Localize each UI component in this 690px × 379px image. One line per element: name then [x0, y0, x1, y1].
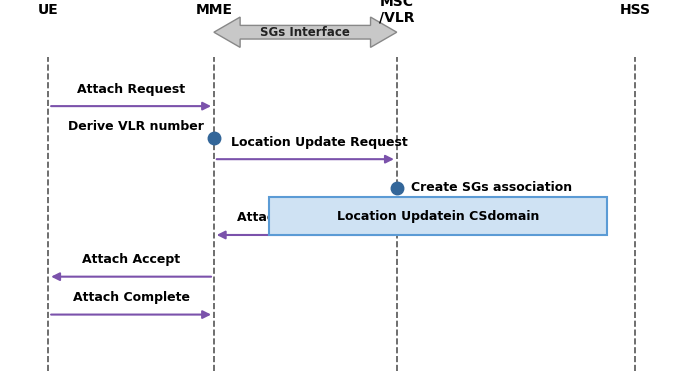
- Text: Derive VLR number: Derive VLR number: [68, 121, 204, 133]
- Text: HSS: HSS: [620, 3, 650, 17]
- FancyBboxPatch shape: [269, 197, 607, 235]
- Text: Attach Request: Attach Request: [237, 211, 346, 224]
- Text: Location Updatein CSdomain: Location Updatein CSdomain: [337, 210, 540, 222]
- Polygon shape: [214, 17, 397, 47]
- Text: Attach Complete: Attach Complete: [72, 291, 190, 304]
- Text: /VLR: /VLR: [379, 11, 415, 25]
- Text: UE: UE: [38, 3, 59, 17]
- Text: SGs Interface: SGs Interface: [260, 26, 351, 39]
- Text: MSC: MSC: [380, 0, 414, 9]
- Text: Location Update Request: Location Update Request: [230, 136, 408, 149]
- Text: Attach Request: Attach Request: [77, 83, 185, 96]
- Text: MME: MME: [195, 3, 233, 17]
- Text: Attach Accept: Attach Accept: [82, 253, 180, 266]
- Text: Create SGs association: Create SGs association: [411, 181, 572, 194]
